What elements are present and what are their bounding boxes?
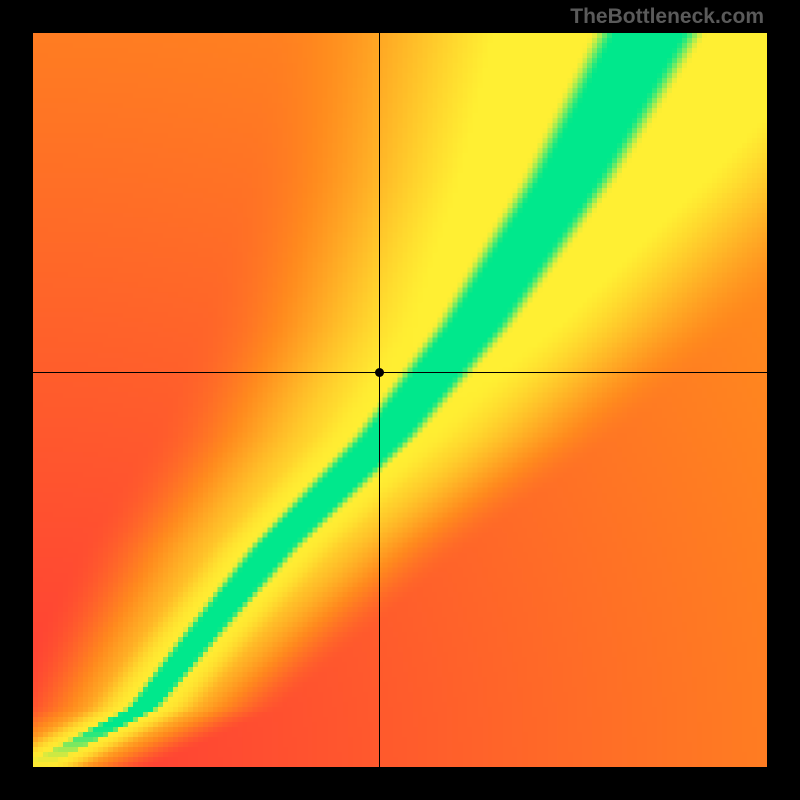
crosshair-vertical	[379, 33, 380, 767]
crosshair-horizontal	[33, 372, 767, 373]
chart-container: TheBottleneck.com	[0, 0, 800, 800]
watermark-text: TheBottleneck.com	[570, 5, 764, 29]
bottleneck-heatmap	[33, 33, 767, 767]
selection-marker	[375, 368, 384, 377]
